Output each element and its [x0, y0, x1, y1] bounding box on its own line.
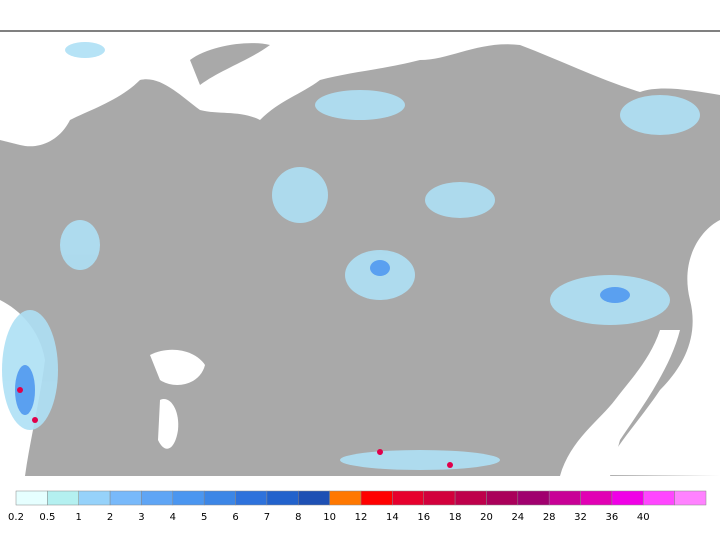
- colorbar-label: 3: [138, 512, 144, 523]
- color-box: [172, 490, 205, 506]
- colorbar-label: 1: [76, 512, 82, 523]
- color-box: [486, 490, 519, 506]
- color-box: [548, 490, 581, 506]
- color-box: [674, 490, 707, 506]
- sea-of-japan: [560, 330, 680, 476]
- colorbar-label: 28: [543, 512, 556, 523]
- color-box: [329, 490, 362, 506]
- novaya-zemlya: [190, 43, 270, 85]
- precip-extreme: [17, 387, 453, 468]
- colorbar-label: 14: [386, 512, 399, 523]
- color-box: [423, 490, 456, 506]
- color-box: [643, 490, 675, 506]
- arctic-ocean: [0, 31, 720, 147]
- colorbar-label: 12: [355, 512, 368, 523]
- colorbar-label: 4: [170, 512, 176, 523]
- colorbar-label: 36: [606, 512, 619, 523]
- colorbar-label: 24: [511, 512, 524, 523]
- color-box: [235, 490, 268, 506]
- colorbar-label: 10: [323, 512, 336, 523]
- color-box: [109, 490, 142, 506]
- colorbar-label: 8: [295, 512, 301, 523]
- colorbar-label: 2: [107, 512, 113, 523]
- color-box: [454, 490, 487, 506]
- colorbar: 0.2 0.5 1 2 3 4 5 6 7 8 10 12 14 16 18 20 24 28 32 36 40: [8, 490, 707, 523]
- colorbar-label: 0.5: [39, 512, 55, 523]
- colorbar-label: 16: [417, 512, 430, 523]
- black-sea: [150, 349, 205, 385]
- colorbar-label: 20: [480, 512, 493, 523]
- precip-heavy: [15, 260, 630, 415]
- color-box: [392, 490, 424, 506]
- color-box: [580, 490, 613, 506]
- color-box: [611, 490, 644, 506]
- color-box: [266, 490, 299, 506]
- colorbar-label: 5: [201, 512, 207, 523]
- colorbar-label: 32: [574, 512, 587, 523]
- colorbar-label: 0.2: [8, 512, 24, 523]
- color-box: [298, 490, 330, 506]
- pacific: [600, 220, 720, 476]
- color-box: [517, 490, 550, 506]
- color-box: [203, 490, 236, 506]
- color-box: [47, 490, 79, 506]
- color-box: [141, 490, 174, 506]
- caspian-sea: [158, 399, 179, 449]
- colorbar-label: 40: [637, 512, 650, 523]
- colorbar-label: 18: [449, 512, 462, 523]
- map: [0, 30, 720, 476]
- color-box: [360, 490, 393, 506]
- color-box: [78, 490, 111, 506]
- colorbar-label: 6: [232, 512, 238, 523]
- color-box: [15, 490, 48, 506]
- colorbar-label: 7: [264, 512, 270, 523]
